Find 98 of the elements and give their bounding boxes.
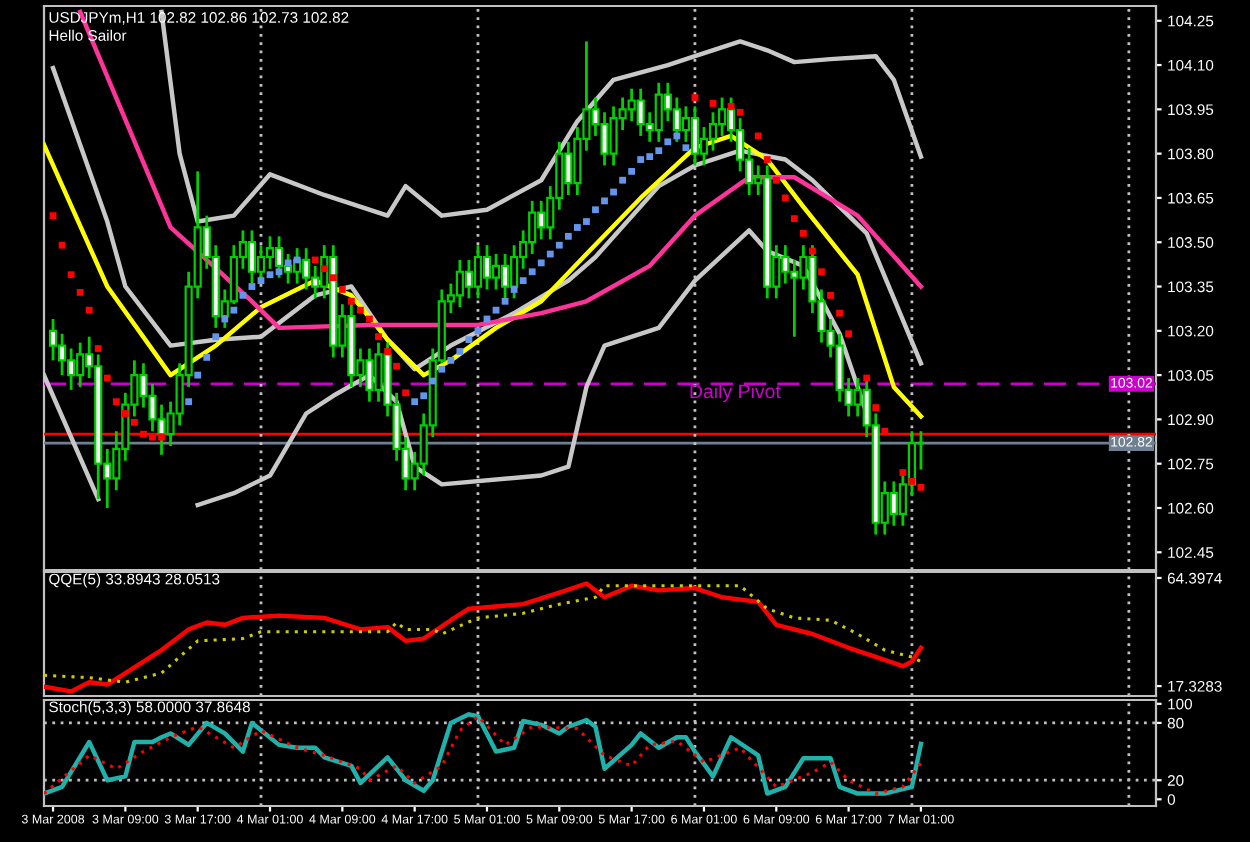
candlestick [708,110,718,153]
point [275,268,283,276]
point [474,327,482,335]
point [754,132,762,140]
point [112,398,120,406]
point [691,94,699,101]
candlestick [57,332,67,377]
point [266,271,274,279]
point [375,333,382,341]
point [827,291,834,299]
point [899,469,907,476]
point [736,108,744,116]
point [555,241,563,249]
point [293,256,301,264]
point [76,289,84,296]
point [311,256,319,264]
point [194,371,202,379]
point [709,100,717,107]
point [347,297,355,305]
point [492,306,500,314]
point [809,247,816,255]
point [917,483,925,491]
point [447,356,455,364]
point [140,430,147,438]
point [221,315,229,323]
point [131,418,138,426]
point [574,224,581,231]
point [284,259,292,267]
candlestick [482,243,492,291]
point [203,353,211,361]
point [85,306,93,314]
point [682,144,690,152]
point [564,232,572,240]
point [411,398,419,406]
point [836,309,843,317]
candlestick [690,105,700,167]
point [655,147,663,155]
point [103,374,111,382]
point [67,271,75,279]
candlestick [717,96,727,138]
point [908,478,916,485]
point [465,336,473,344]
point [610,188,617,196]
point [673,132,681,140]
point [94,345,102,352]
point [248,283,256,290]
point [158,433,165,441]
point [637,156,645,163]
point [212,333,220,341]
candlestick [274,234,284,280]
candlestick [265,234,275,271]
point [185,398,193,406]
point [601,197,608,205]
point [790,215,798,223]
point [338,286,346,293]
candlestick [256,243,266,285]
point [49,212,57,220]
point [329,274,337,282]
candlestick [491,252,501,291]
ref-line-label: Daily Pivot [690,383,781,403]
point [646,153,654,160]
point [763,156,771,163]
point [257,277,265,285]
point [772,176,780,184]
point [800,229,807,237]
point [537,259,545,267]
point [239,291,247,299]
point [402,389,410,397]
point [592,206,599,214]
point [628,167,636,175]
point [420,392,428,400]
candlestick [699,125,709,167]
point [863,374,871,382]
point [619,176,626,184]
point [872,404,880,411]
point [818,268,825,276]
point [510,286,518,293]
candlestick [473,243,483,300]
point [727,103,735,110]
point [456,348,464,355]
point [845,330,853,338]
point [583,218,590,225]
point [121,410,129,417]
point [230,306,238,314]
point [519,277,527,285]
point [384,348,391,355]
point [366,315,373,323]
point [546,250,554,258]
point [781,194,789,202]
point [357,306,364,314]
candlestick [48,317,58,362]
point [501,297,509,305]
point [429,377,437,385]
point [393,362,400,370]
point [528,268,536,276]
point [438,365,446,373]
point [58,241,66,249]
point [664,138,672,146]
